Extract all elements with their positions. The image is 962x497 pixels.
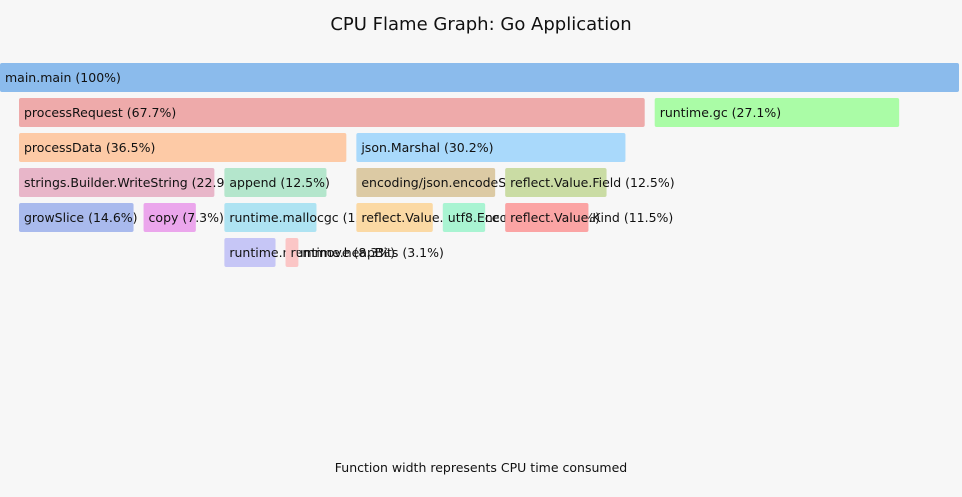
flame-frame[interactable]: reflect.Value.Field (12.5%)	[505, 168, 675, 197]
flame-bar[interactable]	[285, 238, 299, 267]
flame-bar[interactable]	[19, 133, 347, 162]
chart-title: CPU Flame Graph: Go Application	[330, 14, 632, 35]
flame-frame[interactable]: json.Marshal (30.2%)	[356, 133, 626, 162]
flame-bar[interactable]	[19, 168, 215, 197]
flame-frame[interactable]: processData (36.5%)	[19, 133, 347, 162]
flame-frame[interactable]: runtime.mallocgc (12.5%)	[224, 203, 392, 232]
flame-frame[interactable]: strings.Builder.WriteString (22.9%)	[19, 168, 241, 197]
flame-frame[interactable]: runtime.memmove (8.3%)	[224, 238, 395, 267]
flame-bar[interactable]	[19, 98, 645, 127]
flame-label: strings.Builder.WriteString (22.9%)	[24, 175, 241, 190]
flame-frame[interactable]: runtime.gc (27.1%)	[654, 98, 900, 127]
flame-label: json.Marshal (30.2%)	[360, 140, 493, 155]
flame-bar[interactable]	[356, 133, 626, 162]
flame-frame[interactable]: reflect.Value.Kind (11.5%)	[505, 203, 673, 232]
flame-label: append (12.5%)	[229, 175, 330, 190]
flame-bar[interactable]	[356, 168, 496, 197]
flame-frame[interactable]: main.main (100%)	[0, 63, 959, 92]
flame-label: reflect.Value.Field (12.5%)	[510, 175, 674, 190]
flame-label: processRequest (67.7%)	[24, 105, 176, 120]
flame-bar[interactable]	[19, 203, 134, 232]
flame-bar[interactable]	[505, 168, 607, 197]
flame-frame[interactable]: processRequest (67.7%)	[19, 98, 645, 127]
flame-label: runtime.mallocgc (12.5%)	[229, 210, 392, 225]
flame-frame[interactable]: append (12.5%)	[224, 168, 330, 197]
flame-bar[interactable]	[143, 203, 196, 232]
flame-bar[interactable]	[356, 203, 433, 232]
flame-label: reflect.Value.Kind (11.5%)	[510, 210, 673, 225]
flame-label: runtime.heapBits (3.1%)	[291, 245, 444, 260]
flame-frame[interactable]: runtime.heapBits (3.1%)	[285, 238, 444, 267]
flame-bar[interactable]	[654, 98, 900, 127]
flame-bar[interactable]	[224, 168, 327, 197]
flame-label: runtime.gc (27.1%)	[660, 105, 781, 120]
flame-bar[interactable]	[442, 203, 486, 232]
flame-frame[interactable]: copy (7.3%)	[143, 203, 224, 232]
flame-label: growSlice (14.6%)	[24, 210, 138, 225]
flame-frame[interactable]: growSlice (14.6%)	[19, 203, 138, 232]
flame-label: runtime.memmove (8.3%)	[229, 245, 395, 260]
flame-bar[interactable]	[224, 238, 276, 267]
chart-footer: Function width represents CPU time consu…	[334, 460, 628, 475]
flame-label: main.main (100%)	[5, 70, 121, 85]
flame-bar[interactable]	[505, 203, 589, 232]
flame-label: copy (7.3%)	[149, 210, 224, 225]
flame-label: processData (36.5%)	[24, 140, 155, 155]
flame-bar[interactable]	[224, 203, 317, 232]
flame-bar[interactable]	[0, 63, 959, 92]
